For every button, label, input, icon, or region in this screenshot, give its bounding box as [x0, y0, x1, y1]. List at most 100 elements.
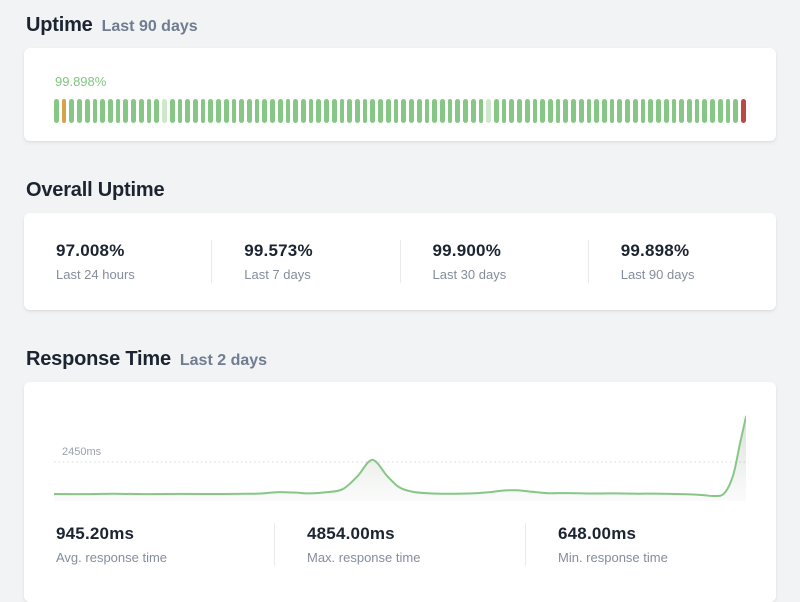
- uptime-day-bar[interactable]: [640, 99, 646, 123]
- uptime-day-bar[interactable]: [216, 99, 221, 123]
- uptime-subtitle: Last 90 days: [101, 18, 198, 35]
- uptime-day-bar[interactable]: [262, 99, 268, 123]
- uptime-day-bar[interactable]: [717, 99, 723, 123]
- uptime-day-bar[interactable]: [702, 99, 708, 123]
- uptime-day-bar[interactable]: [254, 99, 260, 123]
- uptime-day-bar[interactable]: [524, 99, 530, 123]
- uptime-day-bar[interactable]: [100, 99, 106, 123]
- uptime-day-bar[interactable]: [270, 99, 275, 123]
- uptime-day-bar[interactable]: [509, 99, 515, 123]
- uptime-day-bar[interactable]: [131, 99, 136, 123]
- uptime-day-bar[interactable]: [733, 99, 738, 123]
- uptime-day-bar[interactable]: [493, 99, 499, 123]
- uptime-day-bar[interactable]: [625, 99, 630, 123]
- uptime-day-bar[interactable]: [84, 99, 90, 123]
- stat-label: Last 90 days: [620, 267, 695, 282]
- uptime-day-bar[interactable]: [324, 99, 329, 123]
- uptime-day-bar[interactable]: [177, 99, 183, 123]
- uptime-day-bar[interactable]: [138, 99, 144, 123]
- uptime-day-bar[interactable]: [424, 99, 430, 123]
- uptime-day-bar[interactable]: [301, 99, 306, 123]
- uptime-day-bar[interactable]: [293, 99, 298, 123]
- uptime-day-bar[interactable]: [355, 99, 360, 123]
- uptime-day-bar[interactable]: [378, 99, 383, 123]
- response-time-card: 2450ms 945.20ms Avg. respons: [24, 382, 776, 602]
- uptime-day-bar[interactable]: [679, 99, 684, 123]
- uptime-day-bar[interactable]: [555, 99, 561, 123]
- uptime-day-bar[interactable]: [432, 99, 437, 123]
- uptime-day-bar[interactable]: [239, 99, 244, 123]
- uptime-day-bar[interactable]: [77, 99, 82, 123]
- uptime-day-bar[interactable]: [656, 99, 661, 123]
- uptime-day-bar[interactable]: [416, 99, 422, 123]
- uptime-day-bar[interactable]: [602, 99, 607, 123]
- uptime-day-bar[interactable]: [478, 99, 484, 123]
- uptime-day-bar[interactable]: [671, 99, 677, 123]
- uptime-day-bar[interactable]: [540, 99, 545, 123]
- uptime-day-bar[interactable]: [362, 99, 368, 123]
- uptime-day-bar[interactable]: [486, 99, 491, 123]
- uptime-day-bar[interactable]: [208, 99, 214, 123]
- uptime-day-bar[interactable]: [370, 99, 376, 123]
- uptime-day-bar[interactable]: [571, 99, 576, 123]
- uptime-day-bar[interactable]: [339, 99, 345, 123]
- uptime-day-bar[interactable]: [617, 99, 623, 123]
- uptime-day-bar[interactable]: [200, 99, 206, 123]
- uptime-day-bar[interactable]: [223, 99, 229, 123]
- uptime-percentage-label: 99.898%: [55, 74, 107, 89]
- uptime-day-bar[interactable]: [663, 99, 669, 123]
- uptime-day-bar[interactable]: [401, 99, 407, 123]
- uptime-day-bar[interactable]: [162, 99, 167, 123]
- response-time-chart[interactable]: 2450ms: [54, 406, 746, 501]
- uptime-day-bar[interactable]: [192, 99, 198, 123]
- uptime-day-bar[interactable]: [586, 99, 592, 123]
- uptime-day-bar[interactable]: [285, 99, 291, 123]
- uptime-day-bar[interactable]: [308, 99, 314, 123]
- uptime-day-bar[interactable]: [409, 99, 414, 123]
- uptime-day-bar[interactable]: [725, 99, 731, 123]
- uptime-day-bar[interactable]: [169, 99, 175, 123]
- uptime-day-bar[interactable]: [108, 99, 113, 123]
- uptime-day-bar[interactable]: [316, 99, 322, 123]
- uptime-day-bar[interactable]: [54, 99, 59, 123]
- uptime-day-bar[interactable]: [548, 99, 553, 123]
- uptime-day-bar[interactable]: [463, 99, 468, 123]
- uptime-day-bar[interactable]: [92, 99, 98, 123]
- uptime-day-bar[interactable]: [563, 99, 569, 123]
- uptime-day-bar[interactable]: [393, 99, 399, 123]
- uptime-day-bar[interactable]: [470, 99, 476, 123]
- overall-uptime-section: Overall Uptime 97.008% Last 24 hours 99.…: [24, 179, 776, 310]
- uptime-day-bar[interactable]: [385, 99, 391, 123]
- uptime-day-bar[interactable]: [277, 99, 283, 123]
- uptime-day-bar[interactable]: [694, 99, 700, 123]
- uptime-day-bar[interactable]: [532, 99, 538, 123]
- uptime-day-bar[interactable]: [710, 99, 715, 123]
- uptime-day-bar[interactable]: [501, 99, 507, 123]
- uptime-day-bar[interactable]: [594, 99, 600, 123]
- uptime-day-bar[interactable]: [246, 99, 252, 123]
- uptime-day-bar[interactable]: [632, 99, 638, 123]
- uptime-day-bar[interactable]: [455, 99, 461, 123]
- uptime-day-bar[interactable]: [740, 99, 746, 123]
- uptime-day-bar[interactable]: [123, 99, 129, 123]
- uptime-day-bar[interactable]: [146, 99, 152, 123]
- uptime-day-bar[interactable]: [231, 99, 237, 123]
- uptime-day-bar[interactable]: [154, 99, 160, 123]
- stat-label: Last 30 days: [432, 267, 507, 282]
- uptime-day-bar[interactable]: [347, 99, 353, 123]
- response-line: [54, 415, 746, 498]
- uptime-day-bar[interactable]: [331, 99, 337, 123]
- stat-label: Max. response time: [307, 550, 421, 565]
- uptime-day-bar[interactable]: [578, 99, 584, 123]
- uptime-day-bar[interactable]: [69, 99, 75, 123]
- uptime-day-bar[interactable]: [609, 99, 615, 123]
- uptime-section-header: Uptime Last 90 days: [24, 14, 776, 40]
- uptime-day-bar[interactable]: [439, 99, 445, 123]
- uptime-day-bar[interactable]: [185, 99, 190, 123]
- uptime-day-bar[interactable]: [686, 99, 692, 123]
- uptime-day-bar[interactable]: [517, 99, 522, 123]
- uptime-day-bar[interactable]: [447, 99, 453, 123]
- uptime-day-bar[interactable]: [61, 99, 67, 123]
- uptime-day-bar[interactable]: [648, 99, 654, 123]
- uptime-day-bar[interactable]: [115, 99, 121, 123]
